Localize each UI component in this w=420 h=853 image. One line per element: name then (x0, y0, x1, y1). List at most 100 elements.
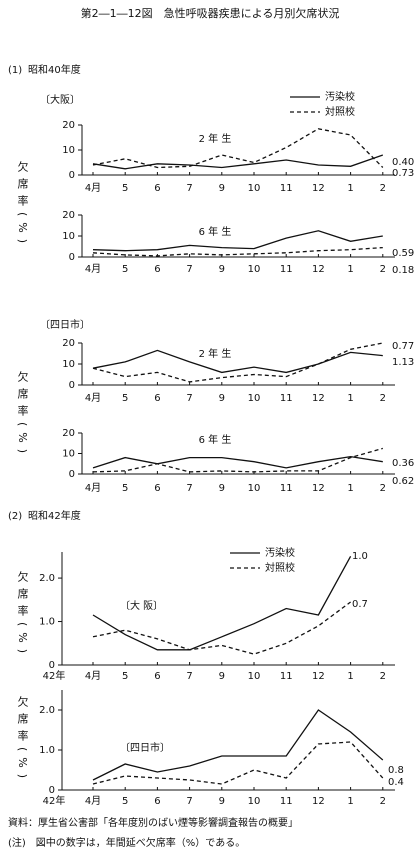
x-tick-label: 2 (380, 483, 386, 494)
y-tick-label: 10 (62, 449, 75, 460)
x-tick-label: 7 (186, 393, 192, 404)
x-tick-label: 1 (347, 796, 353, 807)
region-label: 〔大 阪〕 (120, 599, 163, 612)
x-tick-label: 2 (380, 183, 386, 194)
x-tick-label: 5 (122, 264, 128, 275)
figure-title: 第2―1―12図 急性呼吸器疾患による月別欠席状況 (81, 6, 340, 20)
x-tick-label: 10 (248, 183, 261, 194)
x-tick-label: 6 (154, 671, 160, 682)
region-label: 〔大阪〕 (40, 93, 80, 106)
panel-title: 6 年 生 (199, 433, 232, 446)
y-tick-label: 2.0 (39, 573, 55, 584)
x-tick-label: 6 (154, 483, 160, 494)
y-tick-label: 1.0 (39, 745, 55, 756)
series-line (92, 349, 383, 374)
x-tick-label: 11 (280, 183, 293, 194)
x-tick-label: 2 (380, 796, 386, 807)
y-axis-label: 欠席率(%) (16, 695, 29, 784)
y-tick-label: 1.0 (39, 617, 55, 628)
x-tick-label: 9 (219, 393, 225, 404)
x-tick-label: 12 (312, 796, 325, 807)
series-line (92, 246, 383, 257)
x-tick-label: 4月 (85, 482, 101, 494)
x-tick-label: 4月 (85, 182, 101, 194)
x-tick-label: 7 (186, 183, 192, 194)
annotation: 0.62 (392, 476, 414, 487)
x-tick-label: 5 (122, 393, 128, 404)
x-tick-label: 11 (280, 264, 293, 275)
region-label: 〔四日市〕 (40, 318, 90, 331)
y-tick-label: 0 (69, 469, 75, 480)
panel-title: 6 年 生 (199, 225, 232, 238)
x-tick-label: 4月 (85, 392, 101, 404)
x-tick-label: 10 (248, 264, 261, 275)
x-tick-label: 12 (312, 393, 325, 404)
x-tick-label: 1 (347, 264, 353, 275)
x-tick-label: 5 (122, 796, 128, 807)
region-label: 〔四日市〕 (120, 741, 170, 754)
y-tick-label: 10 (62, 231, 75, 242)
x-tick-label: 2 (380, 264, 386, 275)
x-tick-label: 6 (154, 796, 160, 807)
y-tick-label: 10 (62, 145, 75, 156)
x-tick-label: 7 (186, 264, 192, 275)
x-tick-label: 12 (312, 483, 325, 494)
series-line (92, 741, 384, 785)
annotation: 0.7 (352, 599, 368, 610)
y-tick-label: 20 (62, 120, 75, 131)
x-tick-label: 1 (347, 183, 353, 194)
legend-label: 汚染校 (325, 90, 355, 103)
x-tick-label: 10 (248, 796, 261, 807)
x-tick-label: 9 (219, 264, 225, 275)
y-axis-label: 欠席率(%) (16, 570, 29, 659)
y-tick-label: 0 (69, 380, 75, 391)
annotation: 0.59 (392, 248, 414, 259)
section-label: (1) (8, 65, 22, 76)
x-tick-label: 2 (380, 671, 386, 682)
annotation: 1.0 (352, 551, 368, 562)
x-tick-label: 12 (312, 671, 325, 682)
y-axis-label: 欠席率(%) (16, 370, 29, 459)
series-line (92, 128, 384, 169)
year-label: 42年 (43, 669, 66, 682)
x-tick-label: 10 (248, 393, 261, 404)
source: 資料：厚生省公害部「各年度別のばい煙等影響調査報告の概要」 (8, 816, 298, 829)
annotation: 1.13 (392, 357, 414, 368)
legend-label: 対照校 (325, 105, 355, 118)
x-tick-label: 10 (248, 671, 261, 682)
x-tick-label: 9 (219, 796, 225, 807)
x-tick-label: 5 (122, 183, 128, 194)
x-tick-label: 2 (380, 393, 386, 404)
panel-title: 2 年 生 (199, 347, 232, 360)
x-tick-label: 12 (312, 183, 325, 194)
annotation: 0.40 (392, 157, 414, 168)
series-line (92, 601, 351, 655)
section-title: 昭和40年度 (28, 63, 81, 76)
y-tick-label: 0 (69, 170, 75, 181)
annotation: 0.77 (392, 341, 414, 352)
x-tick-label: 11 (280, 671, 293, 682)
y-tick-label: 0 (49, 785, 55, 796)
x-tick-label: 11 (280, 483, 293, 494)
x-tick-label: 9 (219, 483, 225, 494)
x-tick-label: 6 (154, 264, 160, 275)
x-tick-label: 9 (219, 183, 225, 194)
x-tick-label: 1 (347, 483, 353, 494)
annotation: 0.18 (392, 265, 414, 276)
x-tick-label: 11 (280, 796, 293, 807)
x-tick-label: 12 (312, 264, 325, 275)
annotation: 0.4 (388, 777, 404, 788)
panel-title: 2 年 生 (199, 132, 232, 145)
x-tick-label: 6 (154, 183, 160, 194)
y-axis-label: 欠席率(%) (16, 160, 29, 249)
series-line (92, 555, 352, 651)
series-line (92, 342, 383, 383)
annotation: 0.36 (392, 458, 414, 469)
x-tick-label: 10 (248, 483, 261, 494)
y-tick-label: 20 (62, 428, 75, 439)
annotation: 0.8 (388, 765, 404, 776)
y-tick-label: 10 (62, 359, 75, 370)
legend-label: 対照校 (265, 561, 295, 574)
x-tick-label: 5 (122, 483, 128, 494)
section-title: 昭和42年度 (28, 509, 81, 522)
